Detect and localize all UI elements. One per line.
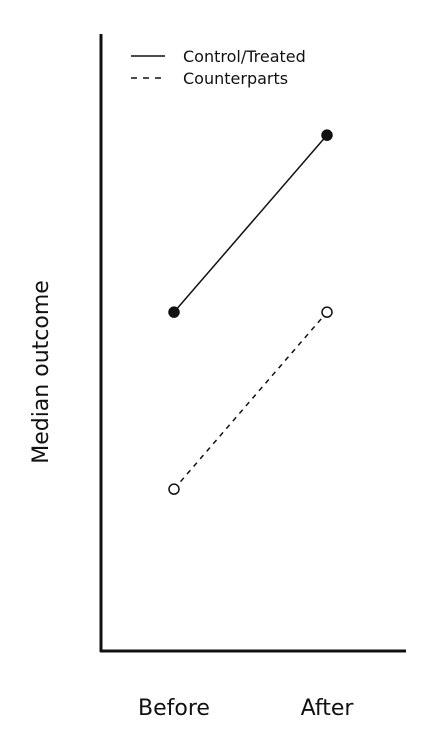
series-1-point-before (168, 306, 180, 318)
series-1-point-after (321, 129, 333, 141)
legend-label-2: Counterparts (183, 69, 288, 88)
series-layer (168, 129, 333, 495)
series-line-1 (173, 134, 328, 313)
x-tick-label-after: After (301, 696, 355, 721)
y-axis-label: Median outcome (29, 280, 54, 464)
series-2-point-before (168, 483, 180, 495)
x-tick-labels: Before After (138, 696, 354, 721)
legend: Control/Treated Counterparts (131, 47, 306, 88)
series-2-point-after (321, 306, 333, 318)
axes (99, 34, 406, 653)
series-line-2 (173, 311, 328, 490)
legend-label-1: Control/Treated (183, 47, 306, 66)
x-tick-label-before: Before (138, 696, 210, 721)
